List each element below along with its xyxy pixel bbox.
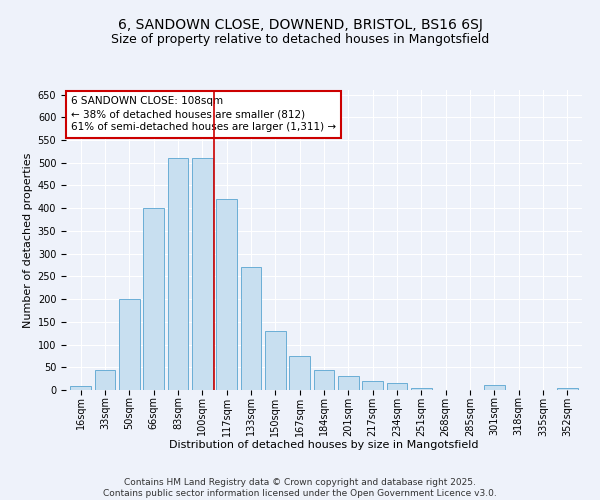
Bar <box>119 299 140 390</box>
Bar <box>411 388 432 390</box>
Text: 6 SANDOWN CLOSE: 108sqm
← 38% of detached houses are smaller (812)
61% of semi-d: 6 SANDOWN CLOSE: 108sqm ← 38% of detache… <box>71 96 336 132</box>
Bar <box>362 381 383 390</box>
Bar <box>386 383 407 390</box>
Bar <box>241 268 262 390</box>
Bar <box>265 331 286 390</box>
Y-axis label: Number of detached properties: Number of detached properties <box>23 152 34 328</box>
Bar <box>557 388 578 390</box>
Text: 6, SANDOWN CLOSE, DOWNEND, BRISTOL, BS16 6SJ: 6, SANDOWN CLOSE, DOWNEND, BRISTOL, BS16… <box>118 18 482 32</box>
Bar <box>143 208 164 390</box>
Text: Size of property relative to detached houses in Mangotsfield: Size of property relative to detached ho… <box>111 32 489 46</box>
Bar <box>289 356 310 390</box>
Bar <box>167 158 188 390</box>
Bar <box>95 370 115 390</box>
Text: Contains HM Land Registry data © Crown copyright and database right 2025.
Contai: Contains HM Land Registry data © Crown c… <box>103 478 497 498</box>
Bar <box>338 376 359 390</box>
Bar <box>484 386 505 390</box>
Bar <box>314 370 334 390</box>
Bar <box>192 158 212 390</box>
Bar <box>216 199 237 390</box>
Bar <box>70 386 91 390</box>
X-axis label: Distribution of detached houses by size in Mangotsfield: Distribution of detached houses by size … <box>169 440 479 450</box>
